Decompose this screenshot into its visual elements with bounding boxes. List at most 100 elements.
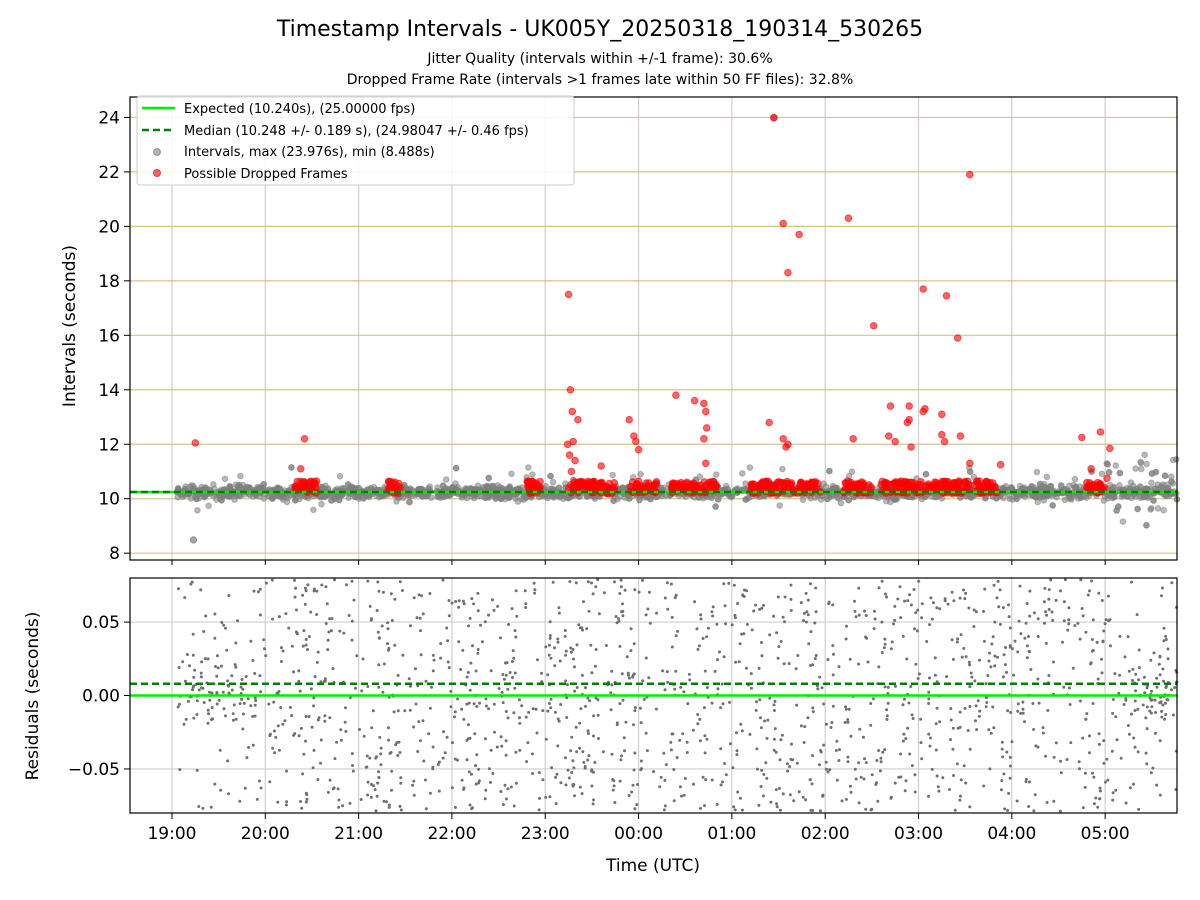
residual-point xyxy=(645,749,649,753)
residual-point xyxy=(705,686,709,689)
residual-point xyxy=(316,650,320,654)
dropped-frame-point xyxy=(711,484,720,493)
residual-point xyxy=(587,609,591,613)
dropped-frame-point xyxy=(709,478,718,486)
residual-point xyxy=(192,675,196,679)
residual-point xyxy=(1131,679,1134,682)
dropped-frame-point xyxy=(940,437,949,446)
residual-point xyxy=(1024,621,1028,625)
residual-point xyxy=(307,715,311,718)
residual-point xyxy=(563,634,567,638)
residual-point xyxy=(199,671,203,675)
residual-point xyxy=(1111,798,1115,802)
residual-point xyxy=(505,661,509,665)
residual-point xyxy=(512,711,516,715)
residual-point xyxy=(417,593,421,597)
residual-point xyxy=(1031,702,1035,705)
residual-point xyxy=(214,665,217,668)
residual-point xyxy=(274,735,278,739)
residual-point xyxy=(421,719,425,723)
residual-point xyxy=(837,759,841,762)
residual-point xyxy=(1033,793,1037,797)
residual-point xyxy=(683,777,687,780)
dropped-frame-point xyxy=(891,437,900,446)
x-tick-label: 05:00 xyxy=(1081,824,1130,844)
x-tick-label: 03:00 xyxy=(894,824,943,844)
residual-point xyxy=(350,619,354,623)
interval-point xyxy=(210,492,217,500)
residual-point xyxy=(716,687,720,691)
residual-point xyxy=(476,609,480,613)
residual-point xyxy=(927,794,930,798)
residual-point xyxy=(267,702,271,706)
residual-point xyxy=(520,704,524,708)
dropped-frame-point xyxy=(938,430,946,439)
residual-point xyxy=(262,638,266,642)
residual-point xyxy=(514,750,518,754)
residual-point xyxy=(885,718,889,721)
residual-point xyxy=(752,609,756,613)
residual-point xyxy=(619,578,623,582)
residual-point xyxy=(737,660,741,664)
residual-point xyxy=(238,799,242,803)
residual-point xyxy=(788,793,792,797)
residual-point xyxy=(1155,676,1159,680)
residual-point xyxy=(622,736,626,740)
residual-point xyxy=(745,589,749,593)
residual-point xyxy=(489,748,493,752)
residual-point xyxy=(955,640,959,644)
residual-point xyxy=(782,662,786,666)
residual-point xyxy=(224,714,227,718)
dropped-frame-point xyxy=(954,478,963,486)
residual-point xyxy=(575,643,579,647)
residual-point xyxy=(675,756,679,759)
residual-point xyxy=(597,612,601,616)
interval-point xyxy=(255,484,263,492)
residual-point xyxy=(1152,651,1156,655)
interval-point xyxy=(636,496,643,504)
residual-point xyxy=(240,697,244,701)
residual-point xyxy=(721,780,724,784)
residual-point xyxy=(814,610,818,614)
residual-point xyxy=(877,749,881,752)
residual-point xyxy=(457,640,461,644)
residual-point xyxy=(276,724,280,728)
residual-point xyxy=(324,622,328,625)
residual-point xyxy=(757,803,761,807)
interval-point xyxy=(933,493,940,501)
residual-point xyxy=(380,624,384,628)
residual-point xyxy=(621,698,625,702)
residual-point xyxy=(501,701,505,705)
interval-point xyxy=(1033,468,1041,476)
residual-point xyxy=(705,635,709,639)
residual-point xyxy=(1118,673,1122,677)
dropped-frame-point xyxy=(883,479,891,488)
dropped-frame-point xyxy=(884,432,893,440)
residual-point xyxy=(802,611,806,615)
residual-point xyxy=(368,604,372,608)
residual-point xyxy=(401,653,405,657)
residual-point xyxy=(920,602,924,606)
residual-point xyxy=(300,806,304,810)
residual-point xyxy=(663,778,667,782)
residual-point xyxy=(723,604,727,608)
dropped-frame-point xyxy=(919,407,928,416)
residual-point xyxy=(1044,754,1048,758)
residual-point xyxy=(254,699,258,703)
residual-point xyxy=(215,702,219,706)
residual-point xyxy=(310,725,314,729)
residual-point xyxy=(1036,635,1040,638)
residual-point xyxy=(371,709,375,713)
residual-point xyxy=(1081,736,1085,740)
residual-point xyxy=(398,580,402,584)
residual-point xyxy=(351,769,355,773)
residual-point xyxy=(846,760,850,764)
residual-point xyxy=(732,583,736,587)
dropped-frame-point xyxy=(795,230,803,239)
residual-point xyxy=(768,633,772,637)
residual-point xyxy=(934,722,938,726)
residual-point xyxy=(894,684,897,688)
residual-point xyxy=(956,637,960,641)
residual-point xyxy=(541,709,545,713)
residual-point xyxy=(565,716,569,719)
